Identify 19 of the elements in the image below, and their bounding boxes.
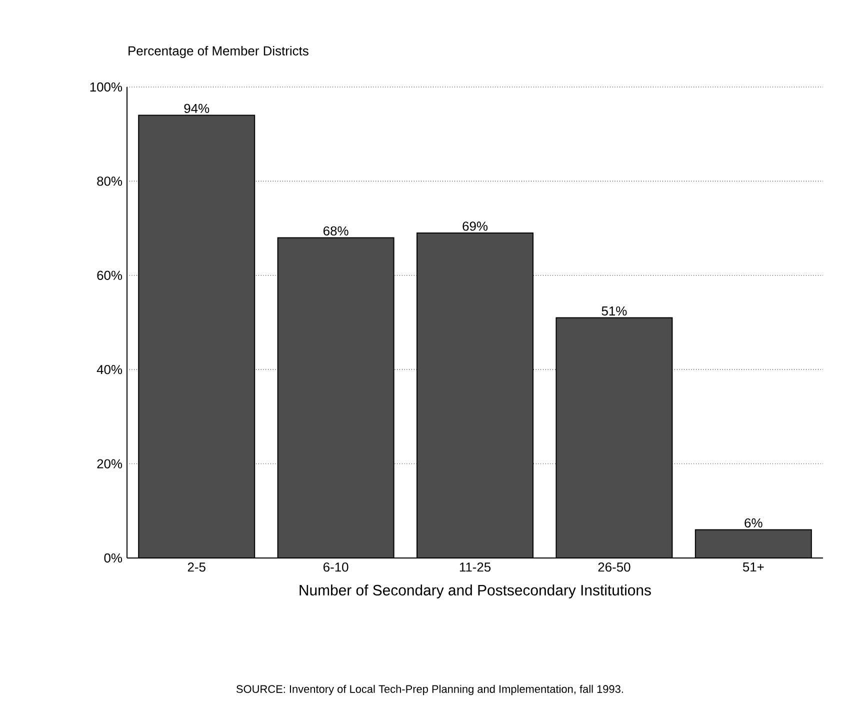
- data-label: 6%: [744, 518, 762, 528]
- x-tick-label: 6-10: [324, 562, 348, 572]
- x-tick-label: 51+: [742, 562, 764, 572]
- y-tick-label: 60%: [97, 270, 122, 280]
- y-tick-label: 20%: [97, 459, 122, 468]
- x-axis-title: Number of Secondary and Postsecondary Institutions: [300, 584, 651, 598]
- y-tick-label: 40%: [96, 364, 122, 374]
- x-tick-label: 2-5: [188, 562, 206, 572]
- data-label: 51%: [602, 306, 627, 316]
- x-tick-label: 11-25: [460, 562, 491, 572]
- y-tick-label: 0%: [104, 553, 122, 563]
- data-label: 68%: [324, 226, 348, 236]
- y-tick-label: 100%: [90, 82, 122, 92]
- y-tick-label: 80%: [97, 176, 122, 186]
- y-axis-title: Percentage of Member Districts: [128, 46, 308, 58]
- data-label: 94%: [184, 104, 210, 114]
- x-tick-label: 26-50: [598, 562, 630, 572]
- data-label: 69%: [462, 222, 488, 231]
- source-note: SOURCE: Inventory of Local Tech-Prep Planning and Implementation, fall 1993.: [236, 684, 623, 696]
